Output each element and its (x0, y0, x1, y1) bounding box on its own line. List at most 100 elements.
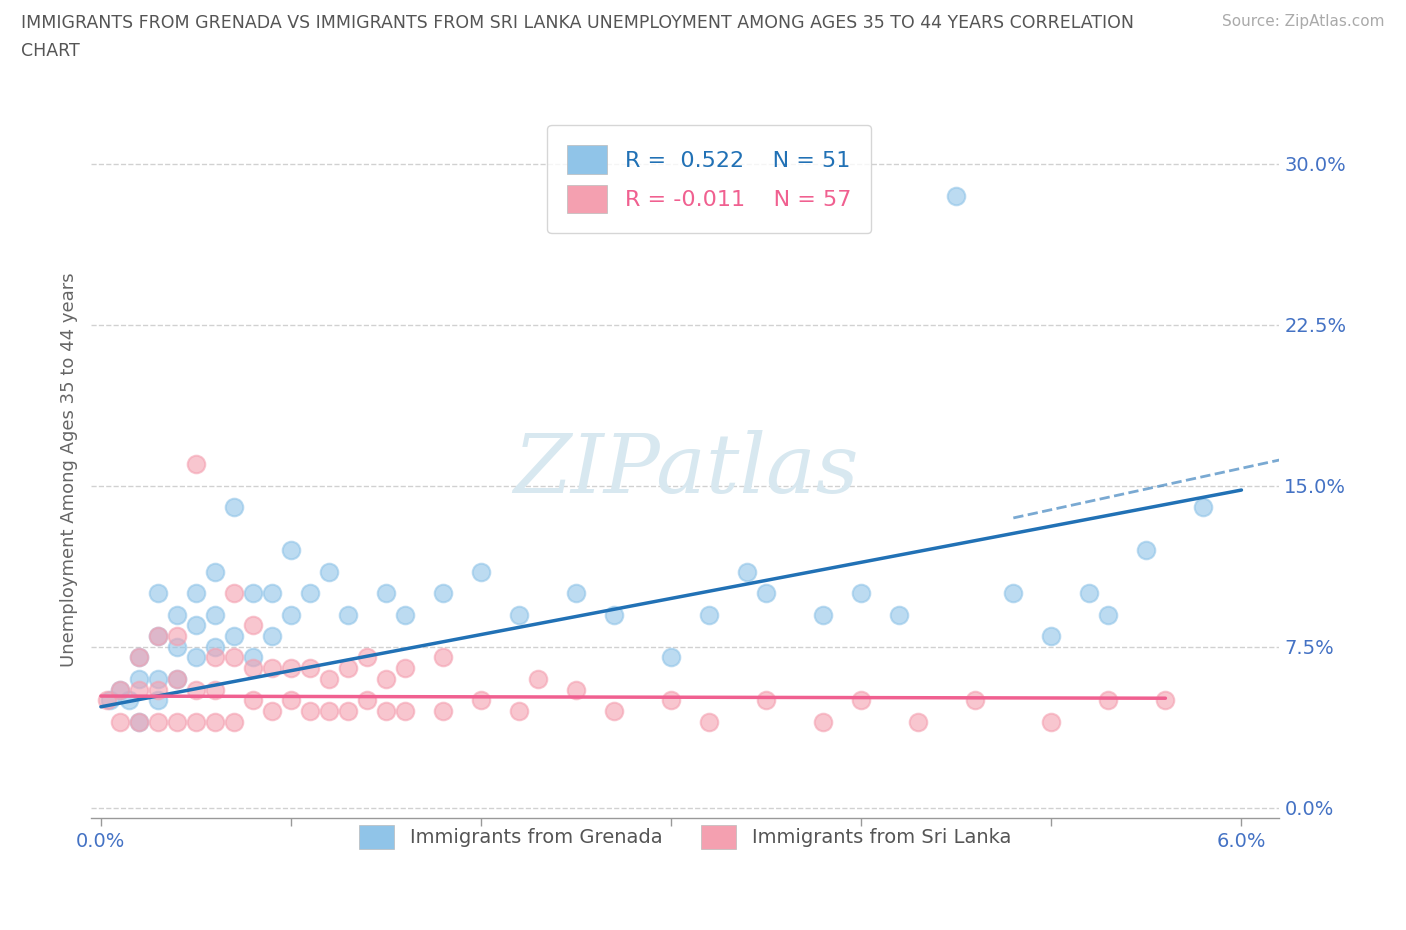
Point (204, 565, 226, 579)
Point (146, 629, 169, 644)
Point (260, 660, 283, 675)
Point (813, 607, 835, 622)
Point (851, 586, 873, 601)
Point (242, 650, 264, 665)
Point (108, 683, 131, 698)
Point (96, 693, 118, 708)
Point (298, 704, 321, 719)
Point (166, 671, 188, 686)
Point (1078, 586, 1101, 601)
Point (470, 693, 492, 708)
Point (184, 650, 207, 665)
Point (318, 704, 340, 719)
Point (1135, 543, 1157, 558)
Point (204, 683, 226, 698)
Point (242, 618, 264, 632)
Text: Source: ZipAtlas.com: Source: ZipAtlas.com (1222, 14, 1385, 29)
Point (375, 586, 398, 601)
Point (375, 704, 398, 719)
Point (889, 607, 911, 622)
Point (260, 586, 283, 601)
Point (755, 586, 778, 601)
Point (128, 671, 150, 686)
Point (298, 660, 321, 675)
Point (166, 671, 188, 686)
Point (222, 629, 245, 644)
Point (697, 607, 720, 622)
Point (356, 693, 378, 708)
Y-axis label: Unemployment Among Ages 35 to 44 years: Unemployment Among Ages 35 to 44 years (59, 272, 77, 667)
Point (318, 671, 340, 686)
Point (166, 607, 188, 622)
Point (508, 607, 530, 622)
Point (565, 683, 588, 698)
Point (337, 704, 360, 719)
Point (1154, 693, 1177, 708)
Point (318, 565, 340, 579)
Point (432, 704, 454, 719)
Point (965, 693, 987, 708)
Point (280, 660, 302, 675)
Point (128, 714, 150, 729)
Point (222, 586, 245, 601)
Point (375, 671, 398, 686)
Point (242, 660, 264, 675)
Point (659, 693, 682, 708)
Point (184, 586, 207, 601)
Point (146, 714, 169, 729)
Point (146, 586, 169, 601)
Point (735, 565, 758, 579)
Point (394, 660, 416, 675)
Point (659, 650, 682, 665)
Point (945, 189, 967, 204)
Point (222, 650, 245, 665)
Point (907, 714, 929, 729)
Point (432, 650, 454, 665)
Legend: Immigrants from Grenada, Immigrants from Sri Lanka: Immigrants from Grenada, Immigrants from… (344, 810, 1026, 865)
Point (184, 683, 207, 698)
Point (146, 671, 169, 686)
Point (565, 586, 588, 601)
Point (184, 457, 207, 472)
Point (128, 683, 150, 698)
Text: IMMIGRANTS FROM GRENADA VS IMMIGRANTS FROM SRI LANKA UNEMPLOYMENT AMONG AGES 35 : IMMIGRANTS FROM GRENADA VS IMMIGRANTS FR… (21, 14, 1135, 32)
Point (755, 693, 778, 708)
Point (128, 650, 150, 665)
Point (166, 639, 188, 654)
Point (527, 671, 550, 686)
Point (146, 629, 169, 644)
Point (1097, 607, 1119, 622)
Point (204, 639, 226, 654)
Point (280, 607, 302, 622)
Point (184, 618, 207, 632)
Point (166, 629, 188, 644)
Point (298, 586, 321, 601)
Point (394, 607, 416, 622)
Point (1002, 586, 1025, 601)
Point (260, 629, 283, 644)
Point (851, 693, 873, 708)
Text: ZIPatlas: ZIPatlas (513, 430, 858, 510)
Point (242, 693, 264, 708)
Point (204, 607, 226, 622)
Point (697, 714, 720, 729)
Point (166, 714, 188, 729)
Point (813, 714, 835, 729)
Point (146, 683, 169, 698)
Point (356, 650, 378, 665)
Point (1040, 629, 1063, 644)
Point (1192, 499, 1215, 514)
Point (280, 543, 302, 558)
Point (204, 650, 226, 665)
Text: CHART: CHART (21, 42, 80, 60)
Point (280, 693, 302, 708)
Point (128, 714, 150, 729)
Point (184, 714, 207, 729)
Point (337, 660, 360, 675)
Point (1040, 714, 1063, 729)
Point (470, 565, 492, 579)
Point (146, 693, 169, 708)
Point (118, 693, 141, 708)
Point (603, 607, 626, 622)
Point (128, 650, 150, 665)
